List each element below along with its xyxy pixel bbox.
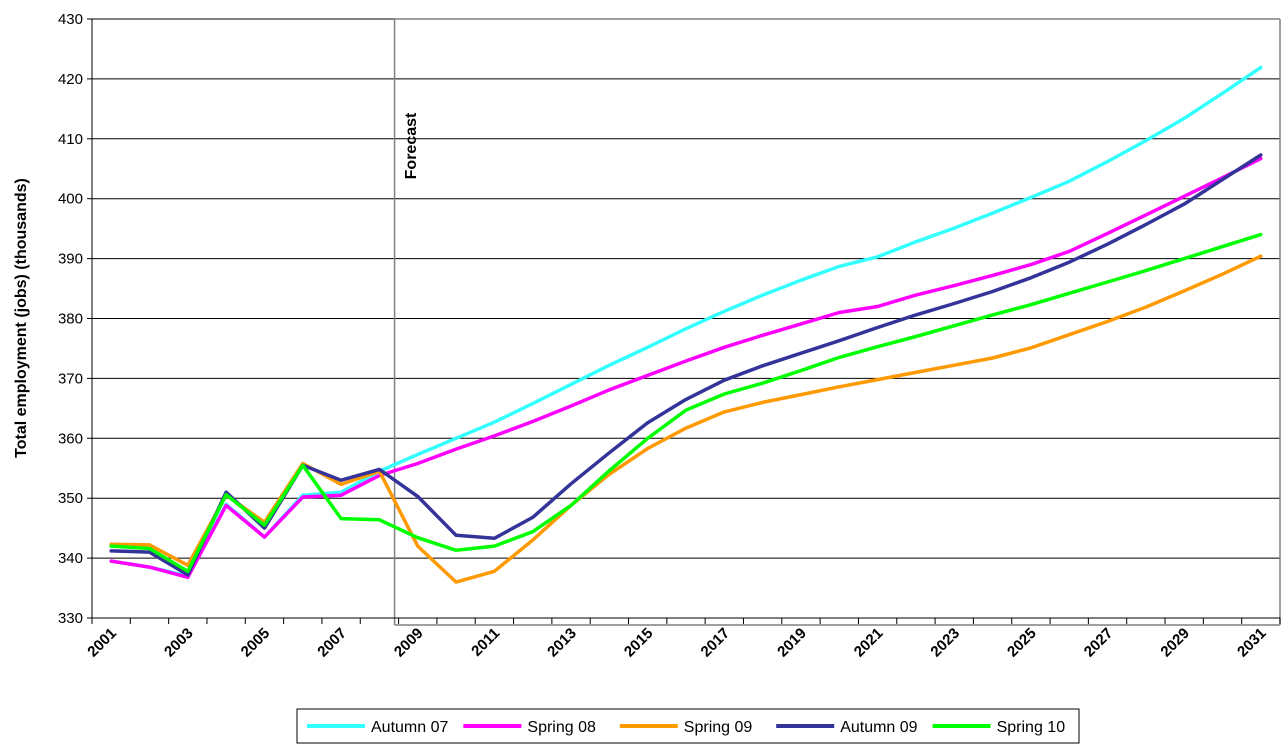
x-tick-label: 2021 [851, 625, 887, 661]
legend-label-spring-09: Spring 09 [684, 719, 753, 736]
x-tick-label: 2005 [238, 625, 274, 661]
y-tick-label: 400 [58, 191, 83, 208]
series-line-autumn-09 [109, 153, 1263, 577]
forecast-region [393, 18, 1281, 626]
y-tick-label: 370 [58, 370, 83, 387]
x-tick-label: 2025 [1004, 625, 1040, 661]
x-tick-label: 2031 [1234, 625, 1270, 661]
y-tick-label: 330 [58, 610, 83, 627]
forecast-annotation: Forecast [403, 112, 420, 179]
legend-label-autumn-09: Autumn 09 [840, 719, 917, 736]
x-tick-label: 2003 [161, 625, 197, 661]
axes [87, 18, 1281, 624]
x-tick-label: 2017 [698, 625, 734, 661]
x-tick-label: 2007 [314, 625, 350, 661]
y-tick-label: 430 [58, 11, 83, 28]
x-tick-label: 2027 [1081, 625, 1117, 661]
series-line-spring-09 [109, 254, 1263, 584]
x-tick-label: 2013 [544, 625, 580, 661]
x-tick-label: 2019 [774, 625, 810, 661]
series-line-spring-10 [109, 232, 1263, 574]
legend-label-spring-10: Spring 10 [997, 719, 1066, 736]
y-tick-label: 390 [58, 251, 83, 268]
y-tick-label: 340 [58, 550, 83, 567]
y-tick-label: 410 [58, 131, 83, 148]
x-tick-label: 2011 [468, 625, 503, 660]
x-tick-label: 2029 [1157, 625, 1193, 661]
y-tick-label: 420 [58, 71, 83, 88]
gridlines [92, 18, 1280, 619]
x-tick-label: 2015 [621, 625, 657, 661]
y-tick-label: 380 [58, 311, 83, 328]
series-line-spring-08 [109, 156, 1263, 580]
series-lines [109, 65, 1263, 584]
series-line-autumn-07 [109, 65, 1263, 578]
y-axis-title: Total employment (jobs) (thousands) [13, 178, 30, 458]
legend: Autumn 07 Spring 08 Spring 09 Autumn 09 Spri… [296, 708, 1080, 744]
x-tick-label: 2023 [927, 625, 963, 661]
x-tick-label: 2001 [84, 625, 120, 661]
y-tick-label: 360 [58, 430, 83, 447]
y-tick-label: 350 [58, 490, 83, 507]
legend-label-spring-08: Spring 08 [527, 719, 596, 736]
x-tick-label: 2009 [391, 625, 427, 661]
tick-labels: 330 340 350 360 370 380 390 400 410 420 430 2001 200… [58, 11, 1270, 660]
legend-label-autumn-07: Autumn 07 [371, 719, 448, 736]
